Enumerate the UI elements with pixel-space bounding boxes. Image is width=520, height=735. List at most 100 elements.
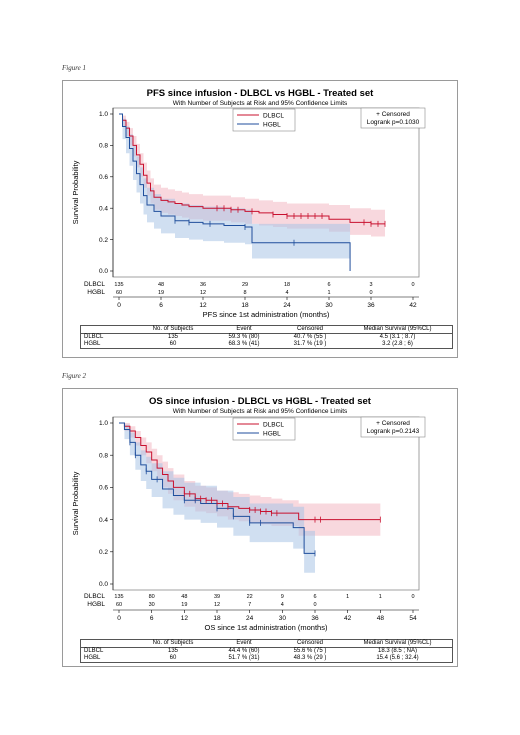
at-risk-count: 0 xyxy=(313,602,316,608)
at-risk-count: 1 xyxy=(379,594,382,600)
y-tick-label: 0.0 xyxy=(99,581,108,588)
x-axis-label: OS since 1st administration (months) xyxy=(205,623,328,632)
x-tick-label: 6 xyxy=(150,615,154,622)
x-axis-label: PFS since 1st administration (months) xyxy=(203,310,330,319)
y-axis-label: Survival Probability xyxy=(71,471,80,535)
stats-table: No. of Subjects Event Censored Median Su… xyxy=(80,639,453,663)
x-tick-label: 18 xyxy=(213,615,221,622)
table-cell: DLBCL xyxy=(84,648,104,654)
at-risk-count: 1 xyxy=(327,290,330,296)
table-cell: 48.3 % (29 ) xyxy=(293,655,327,661)
chart-subtitle: With Number of Subjects at Risk and 95% … xyxy=(173,408,348,415)
censored-legend: + Censored xyxy=(376,420,410,427)
x-tick-label: 42 xyxy=(344,615,352,622)
km-chart-os: OS since infusion - DLBCL vs HGBL - Trea… xyxy=(71,396,426,632)
at-risk-count: 19 xyxy=(158,290,164,296)
table-cell: 60 xyxy=(169,655,177,661)
table-cell: 68.3 % (41) xyxy=(228,341,260,347)
at-risk-group-label: DLBCL xyxy=(84,593,105,600)
at-risk-group-label: HGBL xyxy=(87,601,105,608)
y-tick-label: 0.2 xyxy=(99,549,108,556)
y-tick-label: 1.0 xyxy=(99,111,108,118)
chart-title: OS since infusion - DLBCL vs HGBL - Trea… xyxy=(149,396,372,407)
table-cell: 135 xyxy=(167,334,178,340)
stats-header-cell: No. of Subjects xyxy=(135,325,211,334)
y-axis-label: Survival Probability xyxy=(71,160,80,224)
stats-header-cell: Censored xyxy=(277,325,343,334)
at-risk-count: 30 xyxy=(149,602,155,608)
at-risk-count: 9 xyxy=(281,594,284,600)
table-cell: 31.7 % (19 ) xyxy=(293,341,327,347)
km-figure-pfs: PFS since infusion - DLBCL vs HGBL - Tre… xyxy=(62,80,458,358)
at-risk-count: 4 xyxy=(281,602,284,608)
stats-header-cell: Median Survival (95%CL) xyxy=(343,325,453,334)
table-cell: 40.7 % (55 ) xyxy=(293,334,327,340)
at-risk-count: 60 xyxy=(116,290,122,296)
y-tick-label: 0.4 xyxy=(99,205,108,212)
table-cell: 55.6 % (75 ) xyxy=(293,648,327,654)
at-risk-count: 8 xyxy=(243,290,246,296)
table-cell: 15.4 (5.6 ; 32.4) xyxy=(376,655,419,661)
x-tick-label: 0 xyxy=(117,615,121,622)
figure-caption: Figure 2 xyxy=(62,372,87,380)
at-risk-group-label: DLBCL xyxy=(84,281,105,288)
table-cell: 51.7 % (31) xyxy=(228,655,260,661)
at-risk-count: 39 xyxy=(214,594,220,600)
logrank-box xyxy=(360,416,426,438)
table-row: HGBL 60 68.3 % (41) 31.7 % (19 ) 3.2 (2.… xyxy=(81,341,453,349)
survival-curve-hgbl xyxy=(119,422,315,554)
at-risk-group-label: HGBL xyxy=(87,289,105,296)
at-risk-count: 135 xyxy=(114,282,123,288)
at-risk-count: 80 xyxy=(149,594,155,600)
x-tick-label: 18 xyxy=(241,302,249,309)
at-risk-count: 3 xyxy=(369,282,372,288)
x-tick-label: 54 xyxy=(409,615,417,622)
km-figure-os: OS since infusion - DLBCL vs HGBL - Trea… xyxy=(62,388,458,667)
stats-header-cell xyxy=(80,325,135,334)
logrank-text: Logrank p=0.1030 xyxy=(367,119,420,126)
chart-subtitle: With Number of Subjects at Risk and 95% … xyxy=(173,100,348,107)
legend-label: HGBL xyxy=(263,430,281,437)
km-chart-pfs: PFS since infusion - DLBCL vs HGBL - Tre… xyxy=(71,88,426,319)
table-cell: 60 xyxy=(169,341,177,347)
table-cell: 4.5 (3.1 ; 8.7) xyxy=(379,334,416,340)
at-risk-count: 19 xyxy=(181,602,187,608)
table-cell: 44.4 % (60) xyxy=(228,648,260,654)
at-risk-count: 0 xyxy=(369,290,372,296)
table-cell: HGBL xyxy=(84,655,101,661)
legend-label: DLBCL xyxy=(263,421,284,428)
table-cell: HGBL xyxy=(84,341,101,347)
censored-legend: + Censored xyxy=(376,111,410,118)
at-risk-count: 36 xyxy=(200,282,206,288)
chart-title: PFS since infusion - DLBCL vs HGBL - Tre… xyxy=(147,88,374,99)
at-risk-count: 18 xyxy=(284,282,290,288)
confidence-band-dlbcl xyxy=(119,423,381,536)
table-cell: 135 xyxy=(167,648,178,654)
x-tick-label: 6 xyxy=(159,302,163,309)
x-tick-label: 0 xyxy=(117,302,121,309)
x-tick-label: 36 xyxy=(311,615,319,622)
x-tick-label: 36 xyxy=(367,302,375,309)
at-risk-count: 29 xyxy=(242,282,248,288)
stats-header-cell xyxy=(80,639,135,648)
at-risk-count: 60 xyxy=(116,602,122,608)
table-cell: 18.3 (8.5 ; NA) xyxy=(377,648,418,654)
x-tick-label: 24 xyxy=(246,615,254,622)
table-cell: 3.2 (2.8 ; 6) xyxy=(382,341,413,347)
stats-header-cell: No. of Subjects xyxy=(135,639,211,648)
at-risk-count: 7 xyxy=(248,602,251,608)
y-tick-label: 0.6 xyxy=(99,485,108,492)
at-risk-count: 6 xyxy=(313,594,316,600)
table-row: DLBCL 135 44.4 % (60) 55.6 % (75 ) 18.3 … xyxy=(81,648,453,656)
at-risk-count: 4 xyxy=(285,290,288,296)
x-tick-label: 12 xyxy=(181,615,189,622)
x-tick-label: 30 xyxy=(279,615,287,622)
x-tick-label: 48 xyxy=(377,615,385,622)
stats-table: No. of Subjects Event Censored Median Su… xyxy=(80,325,453,349)
at-risk-count: 1 xyxy=(346,594,349,600)
at-risk-count: 48 xyxy=(181,594,187,600)
confidence-band-hgbl xyxy=(119,114,351,271)
y-tick-label: 0.8 xyxy=(99,452,108,459)
at-risk-count: 135 xyxy=(114,594,123,600)
table-row: DLBCL 135 59.3 % (80) 40.7 % (55 ) 4.5 (… xyxy=(81,334,453,342)
